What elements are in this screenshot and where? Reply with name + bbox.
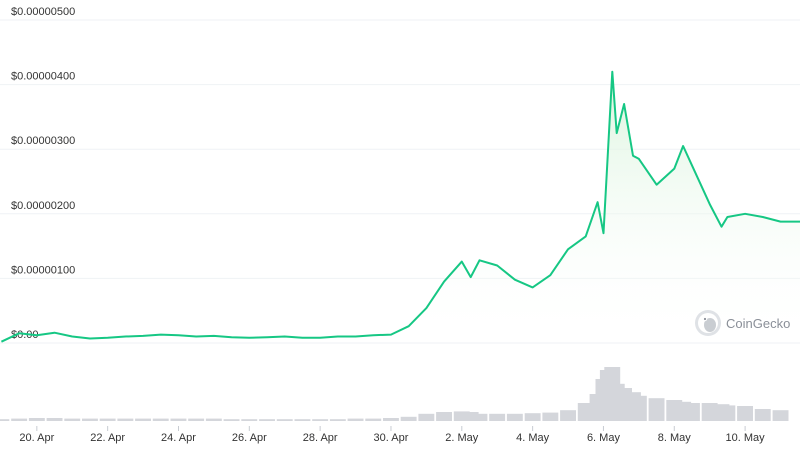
y-tick-label: $0.00000300 [11, 135, 75, 147]
volume-bar [542, 412, 559, 421]
volume-bar [82, 418, 98, 421]
volume-bar [737, 406, 753, 421]
volume-bar [453, 411, 470, 421]
volume-bar [241, 419, 258, 421]
volume-bars [0, 367, 789, 421]
volume-bar [170, 418, 187, 421]
volume-bar [560, 410, 576, 421]
x-tick-label: 6. May [587, 432, 621, 444]
volume-bar [684, 403, 700, 421]
volume-bar [506, 413, 523, 421]
x-tick-label: 4. May [516, 432, 550, 444]
volume-bar [64, 418, 81, 421]
volume-bar [223, 419, 240, 421]
volume-bar [259, 419, 275, 421]
volume-bar [489, 413, 506, 421]
x-axis-ticks: 20. Apr 22. Apr 24. Apr 26. Apr 28. Apr 30. A… [19, 426, 765, 444]
volume-bar [294, 419, 311, 421]
y-axis-ticks: $0.00$0.00000100$0.00000200$0.00000300$0… [11, 6, 75, 341]
volume-bar [135, 418, 151, 421]
x-tick-label: 30. Apr [374, 432, 409, 444]
volume-bar [0, 419, 10, 421]
volume-bar [754, 409, 771, 421]
coingecko-gecko-icon [695, 310, 721, 336]
price-area [1, 71, 800, 343]
volume-bar [99, 418, 116, 421]
volume-bar [719, 405, 736, 421]
volume-bar [772, 410, 789, 421]
x-tick-label: 24. Apr [161, 432, 196, 444]
price-line [0, 70, 800, 343]
volume-bar [383, 418, 399, 421]
x-tick-label: 10. May [726, 432, 766, 444]
y-tick-label: $0.00000500 [11, 6, 75, 18]
volume-bar [329, 419, 346, 421]
x-tick-label: 22. Apr [90, 432, 125, 444]
volume-bar [205, 418, 222, 421]
volume-bar [276, 419, 293, 421]
volume-bar [630, 395, 647, 421]
volume-bar [524, 413, 541, 421]
volume-bar [11, 418, 28, 421]
volume-bar [347, 418, 364, 421]
volume-bar [436, 412, 452, 421]
y-tick-label: $0.00000100 [11, 264, 75, 276]
volume-bar [28, 418, 45, 421]
volume-bar [400, 416, 417, 421]
volume-bar [188, 418, 205, 421]
volume-bar [462, 412, 479, 421]
y-tick-label: $0.00000200 [11, 200, 75, 212]
volume-bar [152, 418, 169, 421]
volume-bar [418, 413, 435, 421]
x-tick-label: 8. May [658, 432, 692, 444]
volume-bar [312, 419, 329, 421]
volume-bar [648, 398, 665, 421]
watermark-label: CoinGecko [726, 316, 790, 331]
volume-bar [117, 418, 134, 421]
volume-bar [365, 418, 382, 421]
x-tick-label: 26. Apr [232, 432, 267, 444]
volume-bar [471, 413, 488, 421]
x-tick-label: 28. Apr [303, 432, 338, 444]
x-tick-label: 20. Apr [19, 432, 54, 444]
volume-bar [46, 418, 63, 421]
y-tick-label: $0.00000400 [11, 71, 75, 83]
x-tick-label: 2. May [445, 432, 479, 444]
coingecko-watermark: CoinGecko [695, 310, 790, 336]
